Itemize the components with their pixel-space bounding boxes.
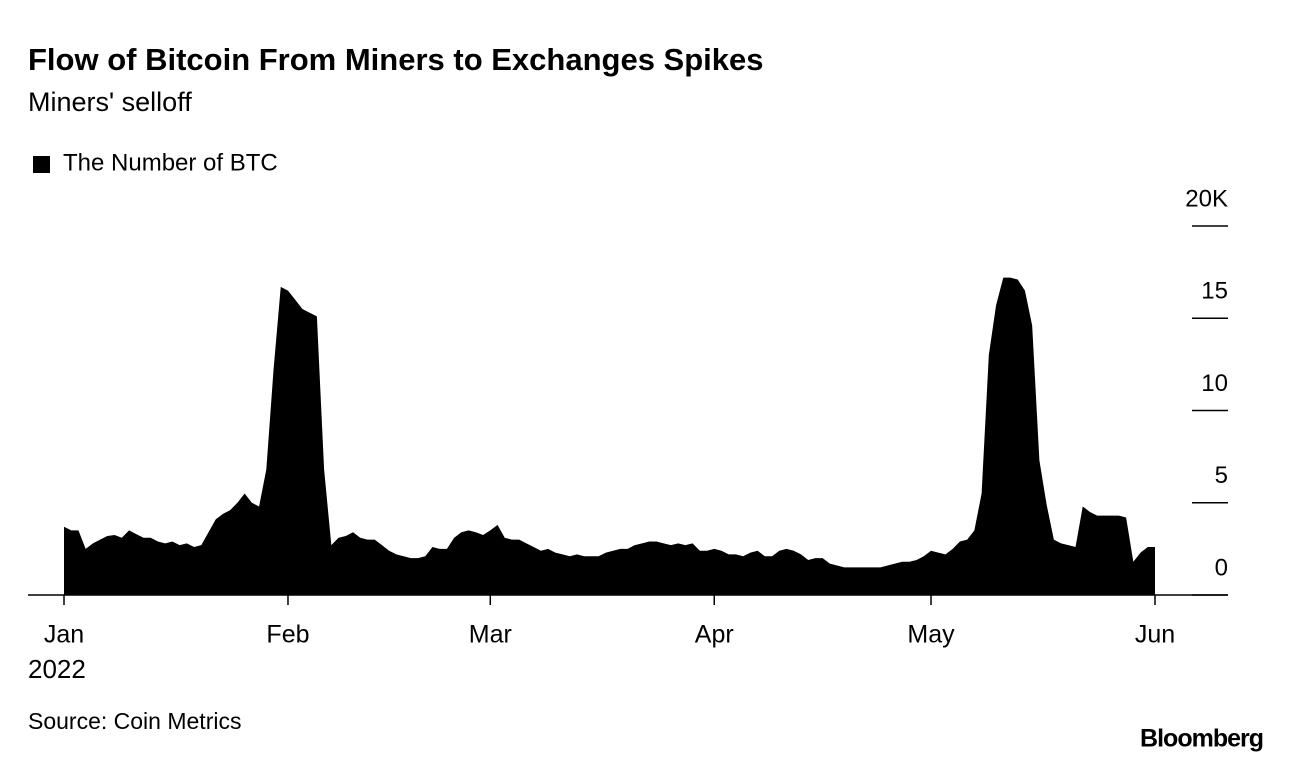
y-tick-label: 15 [1201,278,1228,305]
x-tick-label: Mar [469,621,512,649]
x-tick-label: Apr [695,621,734,649]
y-tick-label: 10 [1201,370,1228,397]
brand-logo: Bloomberg [1140,725,1263,753]
x-tick-label: Jan [44,621,84,649]
legend-swatch [33,156,50,173]
area [64,277,1155,595]
x-tick-label: Feb [266,621,309,649]
legend-label: The Number of BTC [63,149,278,176]
chart-title: Flow of Bitcoin From Miners to Exchanges… [28,42,764,77]
y-tick-label: 20K [1185,185,1228,212]
x-tick-label: Jun [1135,621,1175,649]
y-tick-label: 5 [1215,462,1228,489]
source-note: Source: Coin Metrics [28,708,241,734]
chart-subtitle: Miners' selloff [28,87,192,117]
x-year-label: 2022 [28,654,86,684]
x-tick-label: May [907,621,955,649]
y-tick-label: 0 [1215,554,1228,581]
